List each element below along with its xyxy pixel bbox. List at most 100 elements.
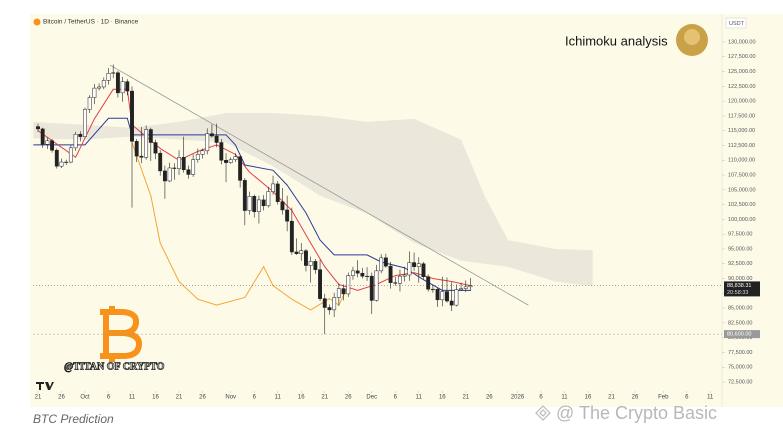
x-tick-label: 26 [632,395,639,401]
x-tick-label: 6 [107,395,111,401]
candle-body [355,270,360,274]
candle-body [181,157,186,170]
candle-body [379,257,384,272]
last-price-label: 88,838.31 [727,283,751,289]
x-tick-label: 21 [35,395,42,401]
y-tick-label: 122,500.00 [728,84,756,90]
indicator-line [37,88,471,291]
tv-logo [36,382,54,390]
candle-body [247,196,252,211]
candle-body [130,90,134,142]
candle-body [285,209,290,222]
candle-body [162,170,167,182]
candle-body [92,87,97,98]
candle-body [120,81,125,94]
candle-body [369,275,374,301]
candle-body [172,167,177,169]
candle-body [106,73,111,81]
candle-body [148,129,153,143]
candle-body [87,97,92,110]
x-tick-label: 11 [416,395,423,401]
credit: @ The Crypto Basic [556,403,717,423]
candle-body [158,152,163,172]
candle-body [445,291,449,302]
candle-body [280,201,285,211]
x-tick-label: 6 [539,395,543,401]
y-tick-label: 82,500.00 [728,320,752,326]
candle-body [186,169,191,175]
candle-body [153,142,158,154]
x-tick-label: Feb [658,395,669,401]
candle-body [416,263,421,267]
candle-body [97,86,102,89]
x-tick-label: 21 [462,395,469,401]
candle-body [195,154,200,160]
y-tick-label: 90,000.00 [728,276,752,282]
candle-body [266,191,271,207]
candle-body [59,161,64,167]
candle-body [238,156,243,181]
candle-body [219,142,224,161]
candle-body [440,291,445,301]
candle-body [134,141,139,157]
candle-body [463,286,468,289]
candle-body [336,288,341,298]
candle-body [351,270,355,276]
candle-body [64,161,69,163]
currency[interactable]: USDT [729,21,745,27]
y-tick-label: 97,500.00 [728,232,752,238]
credit-logo [535,405,551,421]
candle-body [111,72,116,74]
y-tick-label: 120,000.00 [728,99,756,105]
countdown: 20:58:33 [727,290,748,296]
candle-body [308,261,313,266]
candle-body [449,300,454,306]
y-tick-label: 80,000.00 [728,335,752,341]
y-tick-label: 85,000.00 [728,306,752,312]
candle-body [144,129,149,158]
candle-body [177,157,181,169]
candle-body [299,250,304,254]
x-tick-label: 11 [561,395,568,401]
ichimoku-cloud [33,112,593,287]
candle-body [36,126,40,130]
candle-body [261,199,266,207]
candle-body [426,276,431,290]
author-watermark: @TITAN OF CRYPTO [64,361,165,372]
x-tick-label: 26 [345,395,352,401]
chart-title: Ichimoku analysis [565,33,668,48]
candle-body [256,199,261,212]
candle-body [228,159,233,163]
candle-body [360,272,365,277]
candle-body [205,133,210,152]
currency-box[interactable] [725,17,747,29]
candle-body [252,196,257,212]
candle-body [398,275,402,284]
candle-body [73,133,78,149]
candle-body [83,109,87,137]
candle-body [45,140,50,145]
candle-body [412,262,417,267]
candle-body [275,183,280,202]
y-tick-label: 100,000.00 [728,217,756,223]
level-tag [724,330,760,339]
candle-body [271,183,275,192]
candle-body [101,80,106,88]
candle-body [388,265,393,283]
candle-body [407,262,412,276]
candle-body [318,269,322,299]
y-tick-label: 110,000.00 [728,158,755,164]
trendline [109,64,529,306]
x-tick-label: Oct [80,395,90,401]
candle-body [214,135,219,143]
x-tick-label: 6 [394,395,398,401]
candle-body [242,180,247,211]
y-tick-label: 130,000.00 [728,39,756,45]
candle-body [313,261,318,270]
y-tick-label: 127,500.00 [728,54,756,60]
y-tick-label: 105,000.00 [728,187,756,193]
symbol-icon [33,18,41,26]
symbol-header: Bitcoin / TetherUS · 1D · Binance [43,19,139,26]
x-tick-label: 6 [685,395,689,401]
